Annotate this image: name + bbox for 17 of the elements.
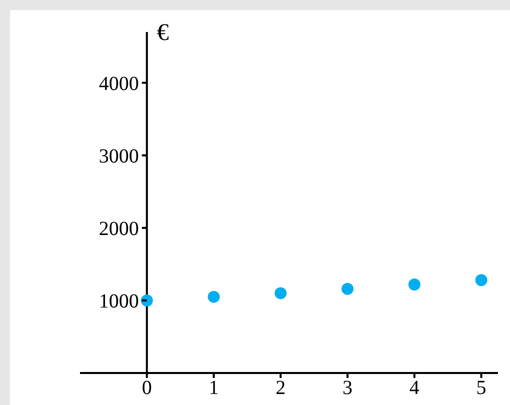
point [475, 274, 488, 286]
x-tick-label: 5 [476, 377, 486, 400]
x-tick-label: 2 [276, 377, 286, 400]
point [342, 282, 354, 295]
y-tick-label: 4000 [98, 72, 139, 95]
point [140, 294, 153, 306]
y-axis-title: € [156, 20, 169, 46]
y-tick-label: 1000 [98, 290, 139, 312]
x-tick-label: 1 [208, 377, 219, 400]
point [208, 290, 220, 303]
x-tick-label: 0 [142, 377, 152, 400]
point [408, 278, 420, 290]
y-tick-label: 2000 [98, 218, 139, 240]
x-tick-label: 4 [409, 377, 420, 400]
point [274, 287, 287, 300]
x-tick-label: 3 [342, 377, 353, 400]
y-tick-label: 3000 [98, 145, 139, 168]
